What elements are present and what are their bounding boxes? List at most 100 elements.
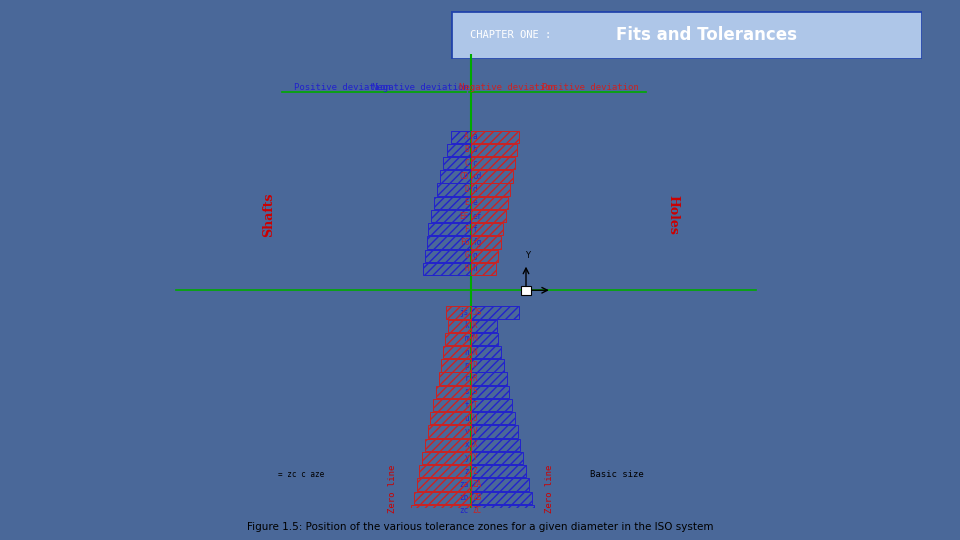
Text: U: U [472, 414, 477, 423]
Text: M: M [472, 334, 477, 343]
Bar [470, 223, 503, 235]
Bar [436, 386, 470, 398]
Bar [470, 157, 515, 170]
Bar [426, 237, 470, 248]
Text: za: za [460, 480, 468, 489]
Text: fg: fg [472, 238, 482, 247]
Text: b: b [472, 145, 477, 154]
Bar [420, 465, 470, 477]
Text: FG: FG [460, 238, 468, 247]
Bar [470, 237, 501, 248]
Bar [446, 144, 470, 156]
Text: D: D [465, 185, 468, 194]
Text: C: C [465, 159, 468, 167]
Bar [470, 426, 517, 437]
Bar [470, 144, 516, 156]
Bar [470, 438, 520, 451]
Bar [470, 210, 506, 222]
Text: Shafts: Shafts [262, 192, 275, 237]
Bar [442, 359, 470, 372]
Bar [470, 386, 510, 398]
Bar [428, 223, 470, 235]
Bar [470, 170, 513, 183]
Text: m: m [465, 334, 468, 343]
Text: CD: CD [460, 172, 468, 181]
Bar [439, 373, 470, 384]
Text: k: k [465, 321, 468, 330]
Text: r: r [465, 374, 468, 383]
Bar [433, 399, 470, 411]
FancyBboxPatch shape [451, 11, 922, 59]
Text: g: g [472, 251, 477, 260]
Text: ZB: ZB [472, 493, 482, 502]
Text: A: A [465, 132, 468, 141]
Bar [470, 373, 507, 384]
Text: P: P [472, 361, 477, 370]
Bar [411, 505, 470, 517]
Bar [470, 184, 511, 196]
Text: Y: Y [525, 251, 530, 260]
Bar [430, 412, 470, 424]
Bar [444, 157, 470, 170]
Bar [521, 286, 531, 295]
Text: t: t [465, 401, 468, 409]
Bar [423, 263, 470, 275]
Text: Positive deviation: Positive deviation [294, 83, 391, 92]
Bar [470, 478, 529, 490]
Bar [424, 249, 470, 262]
Text: y: y [465, 454, 468, 462]
Text: V: V [472, 427, 477, 436]
Bar [437, 184, 470, 196]
Text: h: h [472, 265, 477, 273]
Text: n: n [465, 348, 468, 356]
Text: E: E [465, 198, 468, 207]
Bar [470, 452, 523, 464]
Text: Z: Z [472, 467, 477, 476]
Bar [470, 491, 532, 504]
Bar [424, 438, 470, 451]
Bar [445, 333, 470, 345]
Bar [470, 197, 508, 209]
Bar [447, 320, 470, 332]
Text: cd: cd [472, 172, 482, 181]
Text: zb: zb [460, 493, 468, 502]
Bar [450, 131, 470, 143]
Text: X: X [472, 440, 477, 449]
Bar [444, 346, 470, 359]
Bar [470, 306, 518, 319]
Bar [434, 197, 470, 209]
Bar [427, 426, 470, 437]
Bar [470, 412, 515, 424]
Text: Zero line: Zero line [544, 464, 554, 513]
Bar [470, 505, 535, 517]
Text: f: f [472, 225, 477, 234]
Bar [446, 306, 470, 319]
Text: v: v [465, 427, 468, 436]
Text: G: G [465, 251, 468, 260]
Text: u: u [465, 414, 468, 423]
Text: JS: JS [472, 308, 482, 317]
Text: a: a [472, 132, 477, 141]
Text: ZC: ZC [472, 507, 482, 515]
Text: s: s [465, 387, 468, 396]
Bar [414, 491, 470, 504]
Text: Negative deviation: Negative deviation [372, 83, 468, 92]
Text: Fits and Tolerances: Fits and Tolerances [616, 26, 797, 44]
Text: Negative deviation: Negative deviation [459, 83, 556, 92]
Text: K: K [472, 321, 477, 330]
Text: N: N [472, 348, 477, 356]
Bar [422, 452, 470, 464]
Text: e: e [472, 198, 477, 207]
Text: CHAPTER ONE :: CHAPTER ONE : [470, 30, 558, 40]
Text: = zc c aze: = zc c aze [277, 470, 324, 479]
Text: Basic size: Basic size [590, 470, 644, 479]
Text: R: R [472, 374, 477, 383]
Text: Zero line: Zero line [388, 464, 397, 513]
Text: x: x [465, 440, 468, 449]
Bar [470, 249, 498, 262]
Text: z: z [465, 467, 468, 476]
Bar [470, 346, 501, 359]
Bar [470, 359, 504, 372]
Bar [431, 210, 470, 222]
Text: T: T [472, 401, 477, 409]
